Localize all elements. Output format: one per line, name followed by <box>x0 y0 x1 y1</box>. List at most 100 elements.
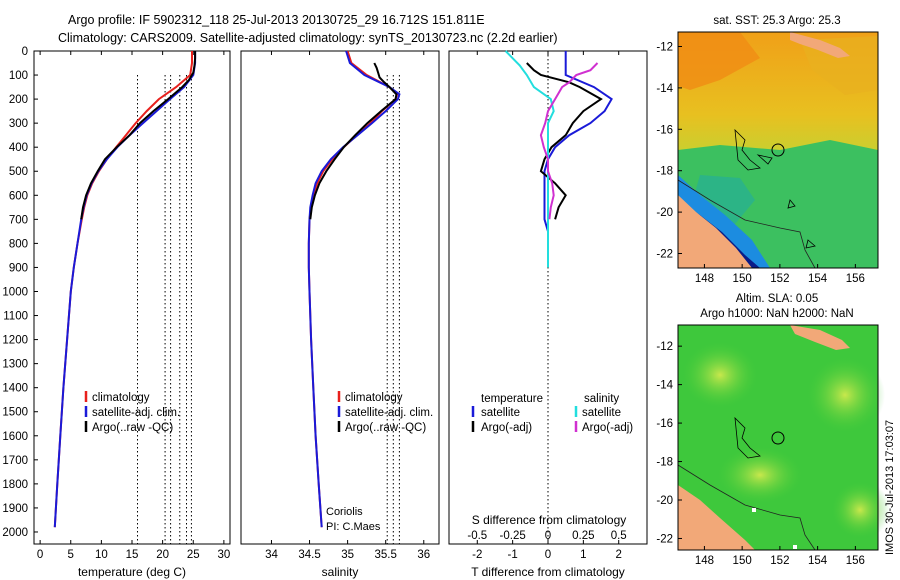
sla-bathymetry-contour <box>677 464 816 551</box>
depth-tick-label: 2000 <box>2 527 28 539</box>
lon-tick-label: 148 <box>695 555 714 567</box>
legend-salinity-title: salinity <box>584 393 619 405</box>
x-tick-label: 35 <box>341 549 354 561</box>
sst-land <box>678 195 752 268</box>
sst-reef-contour <box>734 128 761 171</box>
data-centre-note: Coriolis <box>326 506 363 518</box>
x-tick-label: -1 <box>508 549 518 561</box>
sst-map-axes: -12 -14 -16 -18 -20 -22 148 150 152 154 156 <box>656 41 865 285</box>
lat-tick-label: -18 <box>656 166 673 178</box>
x-tick-label: -2 <box>472 549 482 561</box>
x-tick-label: 5 <box>68 549 74 561</box>
salinity-panel-frame <box>240 50 440 545</box>
series-line-satellite-adj-clim- <box>53 51 197 528</box>
sst-bathymetry-contour <box>677 179 816 269</box>
sla-reef-contour <box>734 416 761 459</box>
x-tick-label: 34 <box>265 549 278 561</box>
sla-map-title-1: Altim. SLA: 0.05 <box>736 293 818 305</box>
x-tick-label: 25 <box>187 549 200 561</box>
depth-tick-label: 1600 <box>2 431 28 443</box>
depth-tick-label: 1800 <box>2 479 28 491</box>
lat-tick-label: -16 <box>656 124 673 136</box>
s-tick-label: 0.25 <box>572 530 594 542</box>
depth-tick-label: 1100 <box>3 311 28 323</box>
lon-tick-label: 148 <box>695 273 714 285</box>
legend-argo-label: Argo(..raw -QC) <box>345 422 426 434</box>
lat-tick-label: -18 <box>656 457 673 469</box>
s-tick-label: -0.5 <box>467 530 487 542</box>
sst-map-title: sat. SST: 25.3 Argo: 25.3 <box>713 15 840 27</box>
lat-tick-label: -14 <box>656 83 673 95</box>
legend-temperature-title: temperature <box>481 393 543 405</box>
x-tick-label: 15 <box>126 549 139 561</box>
temperature-xlabel: temperature (deg C) <box>78 565 186 579</box>
lat-tick-label: -14 <box>656 380 673 392</box>
salinity-xlabel: salinity <box>322 565 359 579</box>
title-line-1: Argo profile: IF 5902312_118 25-Jul-2013… <box>68 13 485 27</box>
lat-tick-label: -22 <box>656 533 673 545</box>
sst-float-marker <box>771 143 785 157</box>
legend-sal-satellite-label: satellite <box>582 407 621 419</box>
difference-top-label: S difference from climatology <box>472 513 627 527</box>
lat-tick-label: -16 <box>656 418 673 430</box>
sla-high-blob <box>680 340 760 410</box>
temperature-panel-frame <box>33 50 231 545</box>
lon-tick-label: 156 <box>846 555 865 567</box>
sst-reef-contour <box>756 154 816 249</box>
lon-tick-label: 150 <box>733 555 752 567</box>
depth-tick-label: 900 <box>9 262 28 274</box>
series-line-argo-raw-qc- <box>309 62 398 220</box>
legend-argo-label: Argo(..raw -QC) <box>92 422 173 434</box>
x-tick-label: 10 <box>95 549 108 561</box>
temperature-legend: climatology satellite-adj. clim. Argo(..… <box>84 391 180 434</box>
lon-tick-label: 154 <box>808 555 828 567</box>
legend-climatology-label: climatology <box>92 392 150 404</box>
temperature-panel: 0 5 10 15 20 25 30 <box>37 51 230 561</box>
x-tick-label: 36 <box>417 549 430 561</box>
depth-tick-label: 300 <box>9 118 28 130</box>
depth-tick-label: 400 <box>9 142 28 154</box>
salinity-panel: 34 34.5 35 35.5 36 <box>265 50 430 561</box>
pi-note: PI: C.Maes <box>326 521 381 533</box>
lon-tick-label: 152 <box>770 555 789 567</box>
sla-map-title-2: Argo h1000: NaN h2000: NaN <box>700 308 853 320</box>
depth-tick-label: 0 <box>22 46 28 58</box>
series-line-salinity-satellite <box>504 50 555 268</box>
series-line-climatology <box>53 51 193 528</box>
salinity-legend: climatology satellite-adj. clim. Argo(..… <box>337 391 433 434</box>
sla-land <box>678 485 755 550</box>
legend-temp-argo-label: Argo(-adj) <box>481 422 532 434</box>
x-tick-label: 30 <box>217 549 230 561</box>
sla-map-axes: -12 -14 -16 -18 -20 -22 148 150 152 154 156 <box>656 341 865 567</box>
lat-tick-label: -12 <box>656 341 673 353</box>
depth-tick-label: 500 <box>9 166 28 178</box>
lon-tick-label: 156 <box>846 273 865 285</box>
depth-tick-label: 700 <box>9 214 28 226</box>
sla-high-blob <box>830 480 890 540</box>
sla-map <box>677 324 890 551</box>
x-tick-label: 34.5 <box>298 549 320 561</box>
sla-missing-cell <box>752 508 756 512</box>
depth-tick-label: 1000 <box>2 286 28 298</box>
lat-tick-label: -22 <box>656 249 673 261</box>
sla-missing-cell <box>793 545 797 549</box>
imos-stamp: IMOS 30-Jul-2013 17:03:07 <box>884 420 896 555</box>
series-line-salinity-argo-adj- <box>539 62 599 220</box>
s-tick-label: -0.25 <box>500 530 526 542</box>
series-line-temperature-satellite <box>543 51 613 263</box>
depth-tick-label: 1300 <box>2 359 28 371</box>
legend-satellite-label: satellite-adj. clim. <box>92 407 180 419</box>
depth-tick-label: 600 <box>9 190 28 202</box>
title-line-2: Climatology: CARS2009. Satellite-adjuste… <box>58 31 558 45</box>
sla-high-blob <box>805 355 885 435</box>
lon-tick-label: 154 <box>808 273 828 285</box>
x-tick-label: 2 <box>616 549 622 561</box>
depth-tick-label: 1700 <box>2 455 28 467</box>
depth-tick-label: 200 <box>9 94 28 106</box>
sla-map-frame <box>677 324 879 551</box>
sst-land <box>790 32 850 58</box>
depth-axis: 0 100 200 300 400 500 600 700 800 900 1000 1100 1200… <box>2 46 38 539</box>
series-line-climatology <box>307 50 399 528</box>
sla-land <box>790 325 850 350</box>
